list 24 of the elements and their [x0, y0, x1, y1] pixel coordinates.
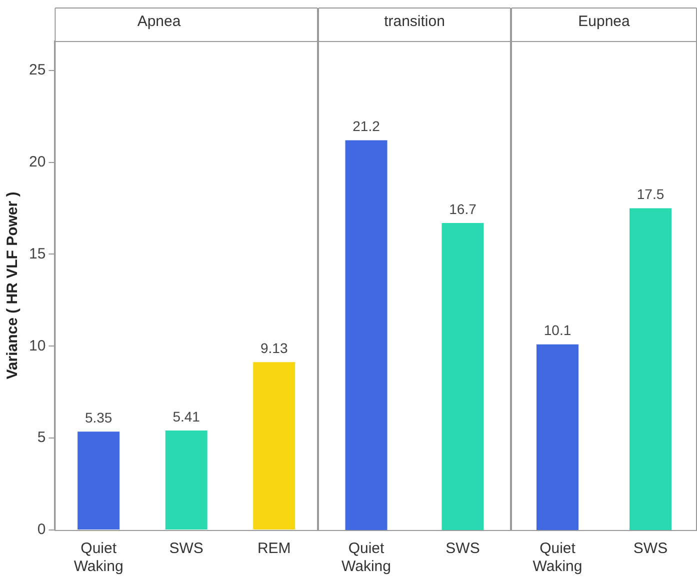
- y-tick-label: 20: [28, 153, 46, 170]
- x-tick-label: REM: [257, 540, 291, 558]
- x-tick-label: Quiet Waking: [74, 540, 124, 576]
- chart-title: Eupnea: [578, 13, 631, 30]
- chart-title: Apnea: [137, 13, 182, 30]
- y-tick-label: 5: [37, 429, 46, 446]
- y-tick-label: 15: [28, 245, 46, 262]
- y-tick-label: 10: [28, 337, 46, 354]
- data-label: 5.35: [84, 410, 112, 426]
- y-axis-title: Variance ( HR VLF Power ): [4, 192, 22, 380]
- data-label: 21.2: [352, 118, 380, 134]
- x-tick-label: Quiet Waking: [342, 540, 391, 576]
- x-tick-label: Quiet Waking: [532, 540, 582, 576]
- x-tick-label: SWS: [633, 540, 668, 558]
- y-tick-label: 25: [28, 62, 46, 79]
- y-tick-label: 0: [37, 521, 46, 538]
- x-tick-label: SWS: [446, 540, 480, 558]
- x-tick-label: SWS: [169, 540, 204, 558]
- chart-title: transition: [384, 13, 445, 30]
- data-label: 9.13: [260, 340, 288, 356]
- data-label: 5.41: [172, 408, 200, 424]
- data-label: 17.5: [636, 186, 664, 202]
- data-label: 16.7: [449, 200, 477, 217]
- data-label: 10.1: [544, 322, 572, 338]
